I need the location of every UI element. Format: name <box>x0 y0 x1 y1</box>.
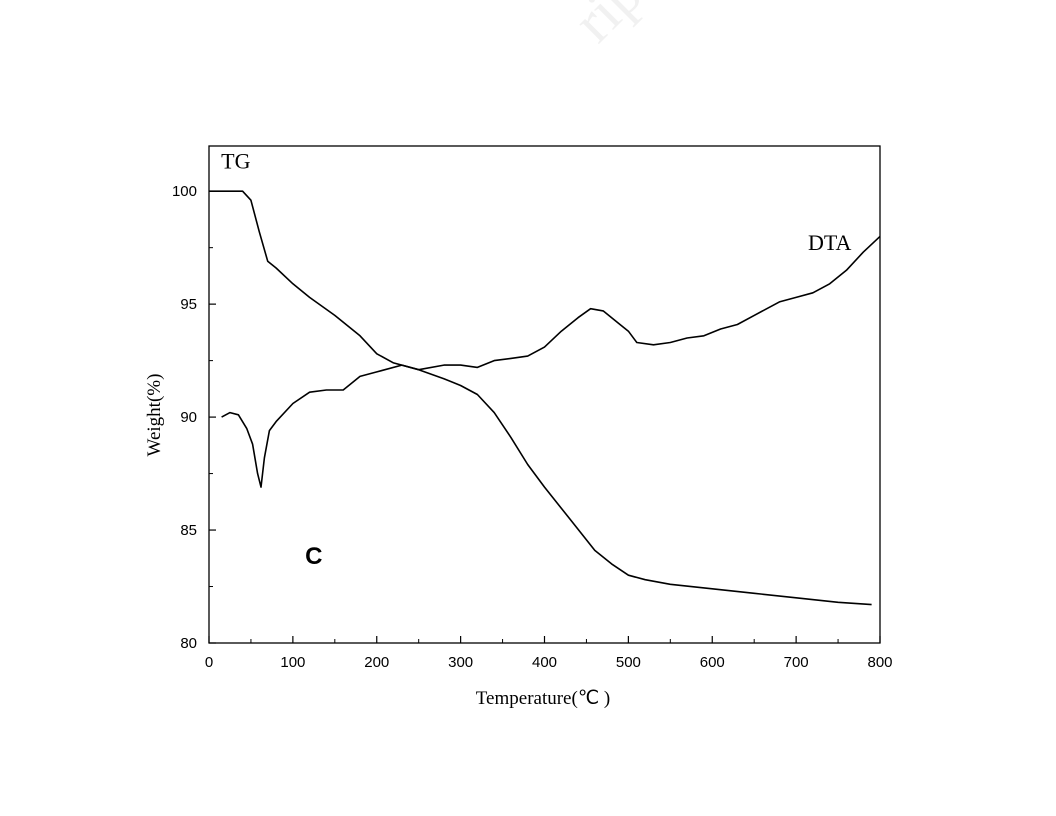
x-tick-label: 300 <box>448 654 473 671</box>
series-line-dta <box>221 235 881 488</box>
y-tick-label: 85 <box>180 522 197 539</box>
panel-label: C <box>305 543 322 570</box>
x-tick-label: 0 <box>205 654 213 671</box>
watermark-text: ript <box>561 0 667 54</box>
x-tick-label: 100 <box>280 654 305 671</box>
x-axis-label: Temperature(℃ ) <box>476 688 610 709</box>
series-layer <box>209 190 881 606</box>
y-tick-label: 95 <box>180 296 197 313</box>
x-tick-label: 800 <box>867 654 892 671</box>
x-tick-label: 600 <box>700 654 725 671</box>
x-tick-label: 400 <box>532 654 557 671</box>
series-label-tg: TG <box>221 149 250 174</box>
annotation-layer: TG DTA C <box>221 149 851 570</box>
y-axis-ticks: 80 85 90 95 100 <box>172 183 216 652</box>
y-tick-label: 100 <box>172 183 197 200</box>
y-tick-label: 80 <box>180 635 197 652</box>
series-line-tg <box>209 190 872 606</box>
x-axis-ticks: 0 100 200 300 400 500 600 700 800 <box>205 636 893 671</box>
x-tick-label: 200 <box>364 654 389 671</box>
y-axis-label: Weight(%) <box>144 374 165 457</box>
x-tick-label: 500 <box>616 654 641 671</box>
x-tick-label: 700 <box>784 654 809 671</box>
y-tick-label: 90 <box>180 409 197 426</box>
series-label-dta: DTA <box>808 230 852 255</box>
